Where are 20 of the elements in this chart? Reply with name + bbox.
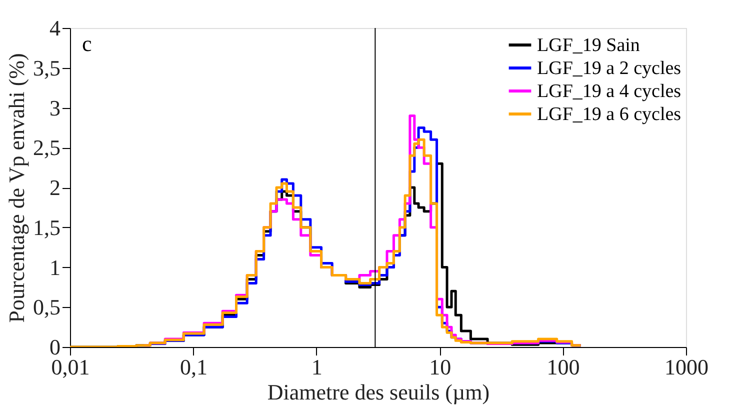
y-tick-label: 4	[50, 16, 60, 40]
x-tick-label: 1	[311, 354, 322, 380]
y-tick-label: 1	[50, 254, 60, 280]
legend-label: LGF_19 Sain	[537, 35, 640, 56]
legend-label: LGF_19 a 2 cycles	[537, 58, 682, 79]
y-tick-label: 2	[50, 175, 60, 200]
y-tick-label: 0,5	[33, 294, 60, 320]
y-tick-label: 3,5	[33, 55, 60, 80]
y-axis-title: Pourcentage de Vp envahi (%)	[4, 53, 29, 323]
legend-label: LGF_19 a 4 cycles	[537, 81, 682, 102]
x-tick-label: 100	[546, 354, 580, 380]
annotation: c	[82, 31, 92, 56]
y-tick-label: 1,5	[33, 214, 60, 240]
x-tick-label: 10	[429, 354, 452, 380]
y-tick-label: 3	[50, 95, 60, 120]
x-tick-label: 0,1	[180, 354, 208, 380]
x-axis-title: Diametre des seuils (µm)	[267, 380, 490, 404]
legend-label: LGF_19 a 6 cycles	[537, 104, 682, 125]
y-tick-label: 2,5	[33, 135, 60, 160]
x-tick-label: 1000	[664, 354, 708, 380]
